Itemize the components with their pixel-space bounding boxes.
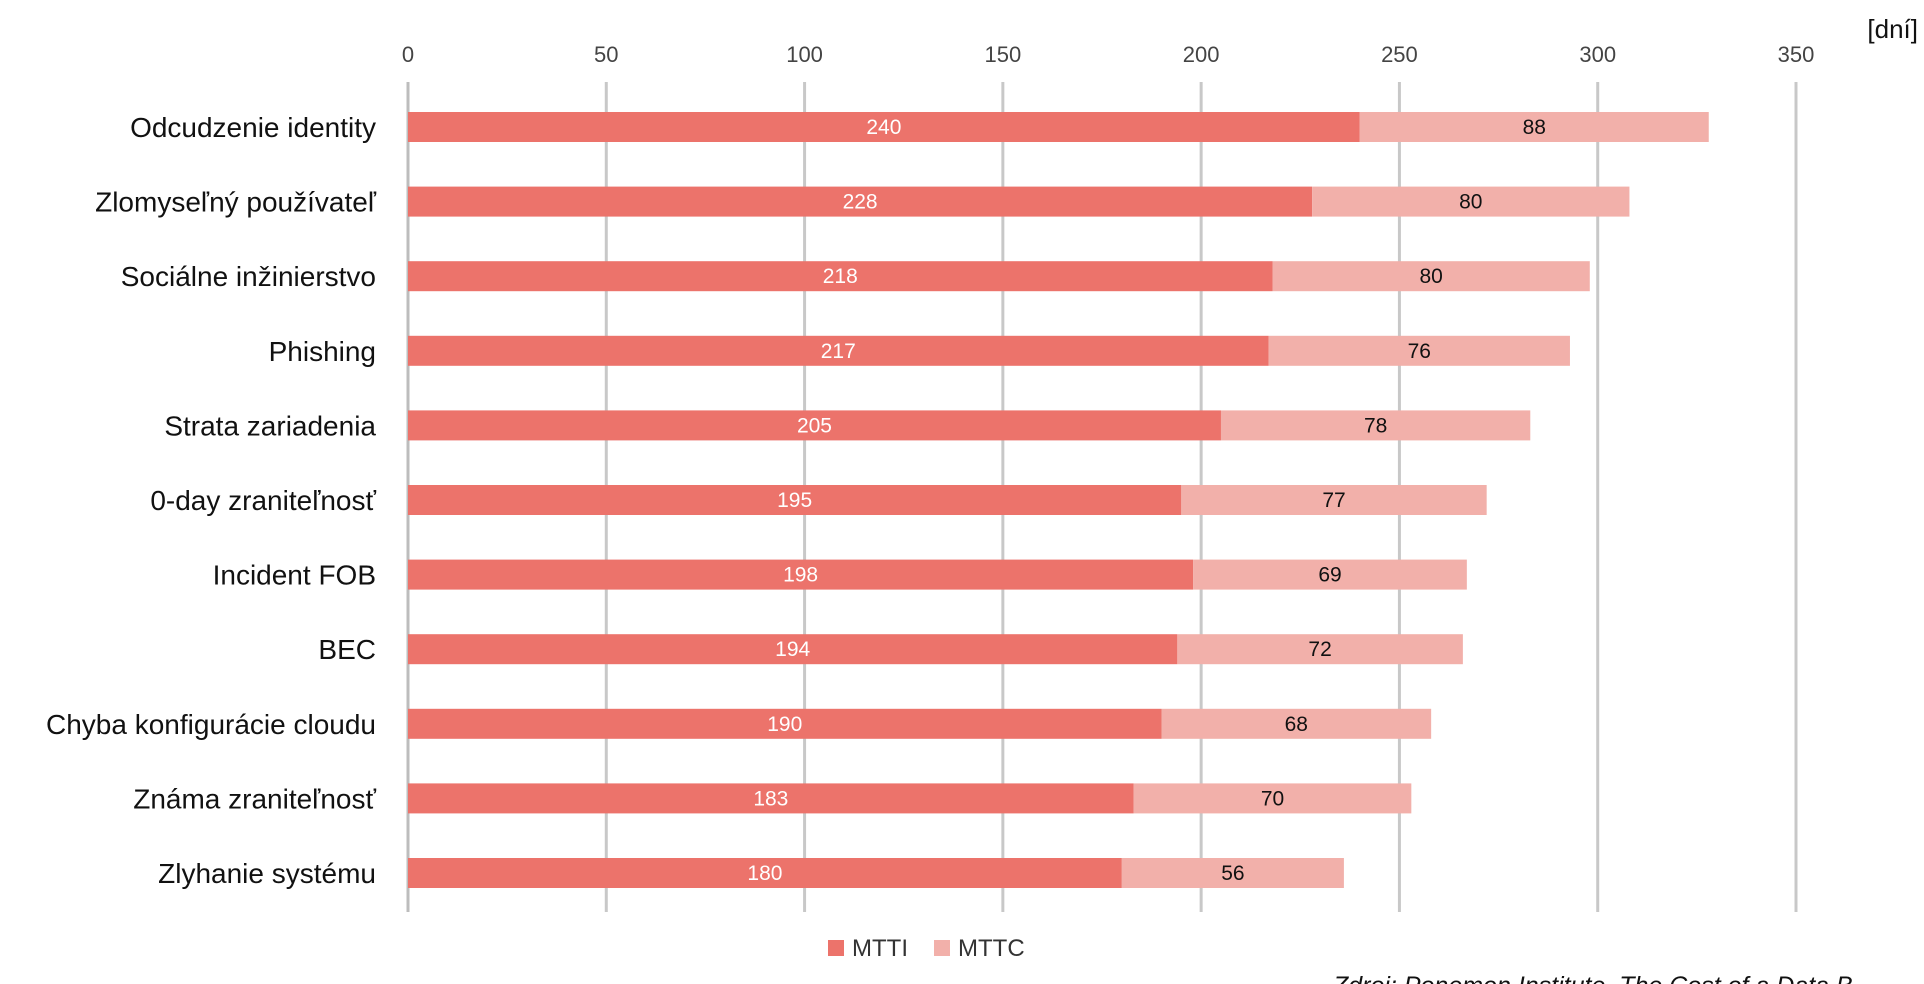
bar-value-label: 78 [1364, 414, 1387, 437]
bar-mtti [408, 634, 1178, 665]
bar-mtti [408, 410, 1221, 441]
bar-value-label: 190 [767, 713, 802, 736]
category-label: BEC [318, 634, 376, 665]
x-axis-ticks: 0 50 100 150 200 250 300 350 [402, 42, 1814, 67]
bar-value-label: 70 [1261, 787, 1284, 810]
bar-value-label: 198 [783, 564, 818, 587]
legend-swatch [934, 940, 950, 956]
category-label: Phishing [269, 336, 376, 367]
bar-mtti [408, 186, 1313, 217]
bars: 240 88 228 80 218 80 217 76 205 78 195 77 198 69 194 72… [408, 112, 1709, 888]
legend-swatch [828, 940, 844, 956]
bar-mttc [1220, 410, 1531, 441]
bar-mttc [1121, 858, 1344, 888]
bar-value-label: 240 [866, 116, 901, 139]
bar-value-label: 80 [1459, 191, 1482, 214]
x-tick-label: 50 [594, 42, 618, 67]
legend-label: MTTC [958, 935, 1025, 962]
category-label: Incident FOB [213, 560, 376, 591]
bar-value-label: 195 [777, 489, 812, 512]
bar-mttc [1133, 783, 1412, 814]
bar-value-label: 80 [1419, 265, 1442, 288]
bar-mttc [1268, 335, 1570, 366]
bar-value-label: 68 [1285, 713, 1308, 736]
bar-mtti [408, 708, 1162, 739]
bar-value-label: 217 [821, 340, 856, 363]
bar-mttc [1312, 186, 1630, 217]
bar-mttc [1193, 559, 1467, 590]
x-tick-label: 200 [1183, 42, 1220, 67]
category-label: Známa zraniteľnosť [133, 783, 376, 814]
bar-mtti [408, 335, 1269, 366]
category-label: Zlomyseľný používateľ [95, 187, 377, 218]
bar-value-label: 69 [1318, 564, 1341, 587]
bar-value-label: 72 [1308, 638, 1331, 661]
category-label: 0-day zraniteľnosť [150, 485, 376, 516]
bar-mttc [1161, 708, 1432, 739]
bar-mtti [408, 559, 1194, 590]
bar-value-label: 180 [747, 862, 782, 885]
bar-value-label: 77 [1322, 489, 1345, 512]
bar-mttc [1177, 634, 1463, 665]
bar-mtti [408, 112, 1360, 142]
bar-mttc [1181, 485, 1487, 515]
category-label: Odcudzenie identity [130, 112, 376, 143]
x-tick-label: 250 [1381, 42, 1418, 67]
unit-label: [dní] [1867, 14, 1918, 44]
category-labels: Odcudzenie identity Zlomyseľný používateľ… [46, 112, 377, 889]
bar-mtti [408, 783, 1134, 814]
bar-value-label: 218 [823, 265, 858, 288]
bar-value-label: 194 [775, 638, 810, 661]
bar-value-label: 205 [797, 414, 832, 437]
x-tick-label: 350 [1778, 42, 1815, 67]
category-label: Sociálne inžinierstvo [121, 261, 376, 292]
bar-value-label: 88 [1523, 116, 1546, 139]
bar-value-label: 76 [1408, 340, 1431, 363]
bar-value-label: 228 [843, 191, 878, 214]
bar-mttc [1359, 112, 1709, 142]
bar-mtti [408, 261, 1273, 292]
x-tick-label: 150 [984, 42, 1021, 67]
x-tick-label: 300 [1579, 42, 1616, 67]
category-label: Chyba konfigurácie cloudu [46, 709, 376, 740]
x-tick-label: 100 [786, 42, 823, 67]
bar-value-label: 56 [1221, 862, 1244, 885]
bar-mtti [408, 858, 1122, 888]
bar-mttc [1272, 261, 1590, 292]
source-note: Zdroj: Ponemon Institute, The Cost of a … [1332, 972, 1853, 984]
bar-value-label: 183 [753, 787, 788, 810]
x-tick-label: 0 [402, 42, 414, 67]
legend-label: MTTI [852, 935, 908, 962]
category-label: Zlyhanie systému [158, 858, 376, 889]
legend: MTTI MTTC [828, 935, 1025, 962]
bar-mtti [408, 485, 1182, 515]
category-label: Strata zariadenia [164, 410, 376, 441]
